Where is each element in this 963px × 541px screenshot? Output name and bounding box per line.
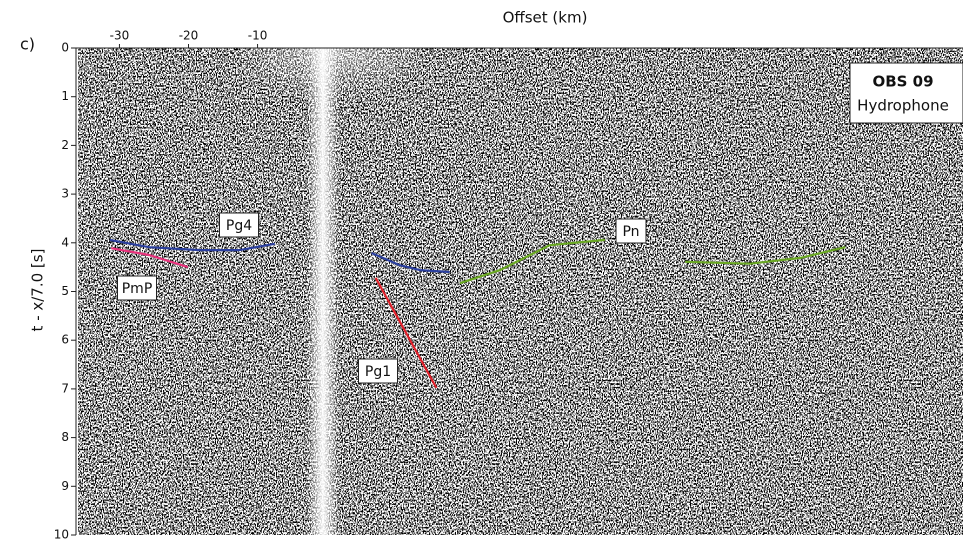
x-tick-label: -10 xyxy=(248,29,268,43)
pick-label: Pg4 xyxy=(226,218,252,234)
station-name: OBS 09 xyxy=(872,73,933,91)
x-tick-label: -20 xyxy=(179,29,199,43)
y-tick-label: 8 xyxy=(61,430,69,444)
x-tick-label: -30 xyxy=(110,29,130,43)
pick-label: Pn xyxy=(622,224,639,240)
y-axis-label: t - x/7.0 [s] xyxy=(29,249,47,332)
seismic-traces xyxy=(78,48,963,535)
pick-line xyxy=(374,277,438,389)
y-tick-label: 4 xyxy=(61,235,69,249)
y-tick-label: 6 xyxy=(61,333,69,347)
station-box xyxy=(849,62,963,124)
pick-line xyxy=(111,247,189,269)
pick-line xyxy=(109,238,450,274)
y-tick-label: 9 xyxy=(61,479,69,493)
pick-label-box xyxy=(358,358,398,384)
pick-line xyxy=(459,238,846,285)
y-tick-label: 10 xyxy=(54,528,69,541)
y-tick-label: 1 xyxy=(61,89,69,103)
y-tick-label: 3 xyxy=(61,187,69,201)
panel-label: c) xyxy=(20,35,35,54)
x-axis-label: Offset (km) xyxy=(503,9,588,27)
component-name: Hydrophone xyxy=(857,97,949,115)
chart-layer: -30 -20 -10 0 1 2 3 4 5 6 7 8 9 10 Pg4 PmP Pg1 Pn xyxy=(54,29,846,541)
y-tick-label: 2 xyxy=(61,138,69,152)
pick-label-box xyxy=(615,218,647,244)
near-offset-gap xyxy=(306,48,340,535)
y-tick-label: 0 xyxy=(61,41,69,55)
pick-label-box xyxy=(219,212,259,238)
y-tick-label: 7 xyxy=(61,381,69,395)
pick-label-box xyxy=(117,275,157,301)
y-tick-label: 5 xyxy=(61,284,69,298)
pick-label: Pg1 xyxy=(365,364,391,380)
pick-label: PmP xyxy=(122,281,153,297)
